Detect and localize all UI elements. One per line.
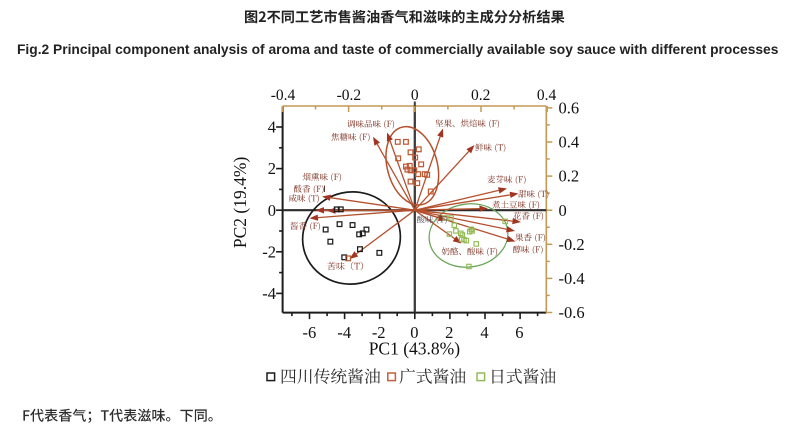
- svg-text:0.6: 0.6: [559, 99, 580, 118]
- svg-text:-0.2: -0.2: [559, 235, 585, 254]
- svg-text:PC2 (19.4%): PC2 (19.4%): [230, 157, 250, 249]
- svg-text:-6: -6: [303, 323, 317, 342]
- svg-text:-0.6: -0.6: [559, 303, 585, 322]
- svg-text:0.2: 0.2: [559, 167, 580, 186]
- svg-text:-2: -2: [372, 323, 386, 342]
- svg-text:0.2: 0.2: [471, 87, 490, 104]
- svg-text:-4: -4: [262, 284, 276, 303]
- svg-text:-0.4: -0.4: [559, 269, 585, 288]
- svg-text:6: 6: [515, 323, 523, 342]
- svg-text:0: 0: [268, 201, 276, 220]
- svg-text:0: 0: [410, 323, 418, 342]
- svg-text:0: 0: [411, 87, 419, 104]
- svg-text:-2: -2: [262, 242, 276, 261]
- svg-text:PC1 (43.8%): PC1 (43.8%): [369, 338, 461, 358]
- svg-text:-4: -4: [337, 323, 351, 342]
- svg-text:0.4: 0.4: [559, 133, 580, 152]
- svg-text:4: 4: [480, 323, 488, 342]
- svg-text:0: 0: [559, 201, 567, 220]
- svg-text:4: 4: [268, 118, 276, 137]
- svg-text:2: 2: [445, 323, 453, 342]
- svg-text:-0.2: -0.2: [337, 87, 362, 104]
- svg-text:2: 2: [268, 159, 276, 178]
- svg-text:0.4: 0.4: [537, 87, 557, 104]
- svg-text:-0.4: -0.4: [271, 87, 296, 104]
